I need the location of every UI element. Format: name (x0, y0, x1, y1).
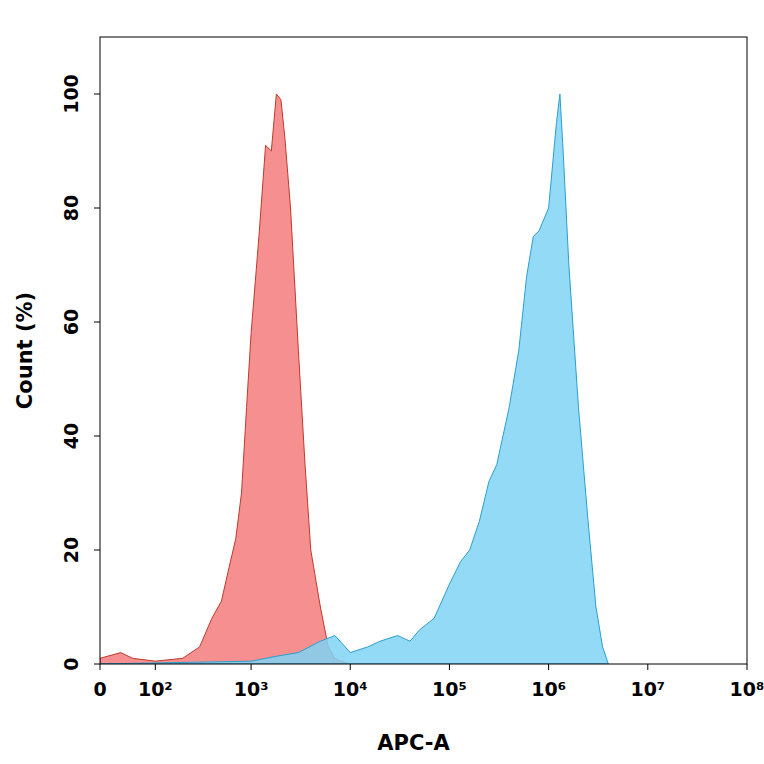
y-tick-label: 60 (60, 309, 82, 335)
x-tick-label: 10³ (234, 678, 269, 700)
y-tick-label: 40 (60, 423, 82, 449)
x-tick (155, 664, 156, 670)
y-tick-label: 100 (60, 74, 82, 114)
x-tick-label: 10⁷ (630, 678, 665, 700)
plot-frame (100, 37, 747, 664)
x-tick-label: 0 (93, 678, 106, 700)
y-tick-label: 20 (60, 537, 82, 563)
x-tick-label: 10⁴ (333, 678, 368, 700)
y-tick-label: 0 (60, 657, 82, 670)
y-tick (94, 322, 100, 323)
x-tick-label: 10⁶ (531, 678, 566, 700)
x-tick (647, 664, 648, 670)
x-tick (100, 664, 101, 670)
histogram-area (100, 94, 608, 664)
y-tick (94, 664, 100, 665)
histogram-area (100, 94, 350, 664)
plot-area (100, 94, 608, 664)
x-tick-label: 10⁸ (730, 678, 764, 700)
y-tick (94, 436, 100, 437)
x-axis-label: APC-A (377, 731, 450, 755)
x-tick (449, 664, 450, 670)
y-tick (94, 550, 100, 551)
y-axis-label: Count (%) (13, 292, 37, 409)
x-tick (747, 664, 748, 670)
x-tick (350, 664, 351, 670)
chart: 0 10² 10³ 10⁴ 10⁵ 10⁶ 10⁷ 10⁸ 0 20 40 60 80 100 APC-A C… (0, 0, 764, 764)
y-tick-label: 80 (60, 195, 82, 221)
x-tick-label: 10² (138, 678, 173, 700)
y-tick (94, 208, 100, 209)
x-tick-label: 10⁵ (432, 678, 467, 700)
y-tick (94, 94, 100, 95)
x-tick (251, 664, 252, 670)
x-tick (548, 664, 549, 670)
